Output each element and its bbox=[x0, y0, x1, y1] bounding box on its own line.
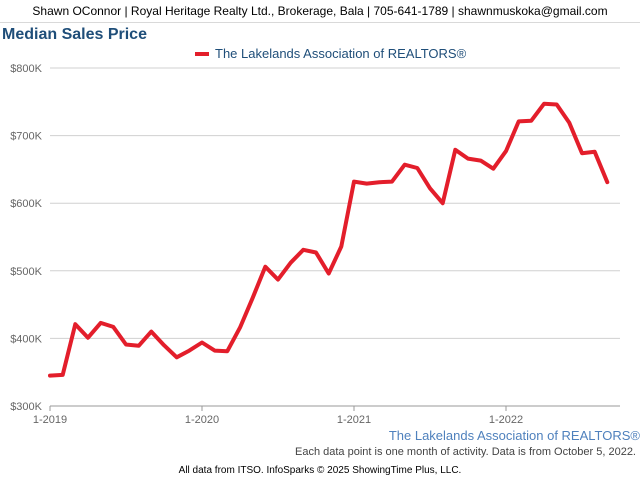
legend-swatch bbox=[195, 52, 209, 56]
footer-credit: All data from ITSO. InfoSparks © 2025 Sh… bbox=[178, 465, 462, 476]
series-layer bbox=[48, 101, 610, 378]
x-tick-label: 1-2022 bbox=[489, 414, 523, 426]
y-tick-label: $400K bbox=[10, 333, 42, 345]
chart-title: Median Sales Price bbox=[2, 26, 147, 43]
source-label: The Lakelands Association of REALTORS® bbox=[388, 428, 640, 443]
y-tick-label: $500K bbox=[10, 266, 42, 278]
y-tick-label: $600K bbox=[10, 198, 42, 210]
y-tick-label: $300K bbox=[10, 401, 42, 413]
agent-contact-line: Shawn OConnor | Royal Heritage Realty Lt… bbox=[32, 4, 608, 18]
y-tick-label: $800K bbox=[10, 63, 42, 75]
x-tick-label: 1-2021 bbox=[337, 414, 371, 426]
grid-layer bbox=[50, 67, 620, 339]
legend-label: The Lakelands Association of REALTORS® bbox=[215, 46, 467, 61]
y-tick-label: $700K bbox=[10, 131, 42, 143]
series-line bbox=[48, 101, 610, 378]
data-note: Each data point is one month of activity… bbox=[295, 446, 636, 458]
x-tick-label: 1-2019 bbox=[33, 414, 67, 426]
axis-layer: $300K $400K $500K $600K $700K $800K 1-2019 1-20… bbox=[10, 63, 620, 426]
x-tick-label: 1-2020 bbox=[185, 414, 219, 426]
header-bar: Shawn OConnor | Royal Heritage Realty Lt… bbox=[0, 0, 640, 23]
